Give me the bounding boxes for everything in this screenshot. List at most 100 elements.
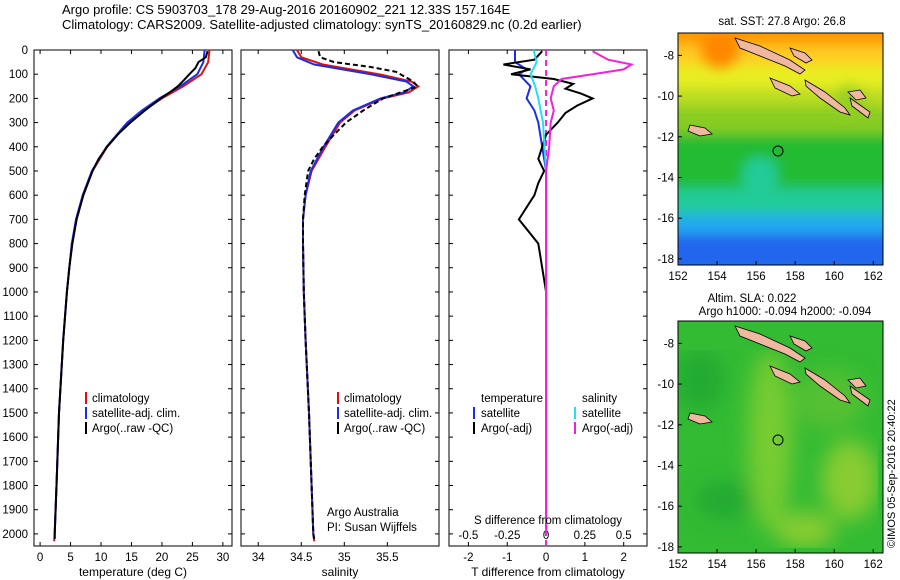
sla-map-frame (677, 320, 884, 554)
salinity-x-axis: 34 34.5 35 35.5 (252, 50, 399, 564)
s-tick-label: -0.5 (458, 530, 478, 542)
difference-panel-frame (448, 49, 648, 547)
series-line (53, 50, 209, 539)
title-line-1: Argo profile: CS 5903703_178 29-Aug-2016… (62, 2, 511, 17)
difference-legend-s-title: salinity (582, 393, 617, 405)
depth-tick-label: 1400 (2, 384, 28, 396)
x-tick-label: 35 (338, 552, 351, 564)
sst-argo-marker (772, 145, 784, 157)
depth-tick-label: 0 (22, 45, 28, 57)
depth-axis: 0 100 200 300 400 500 600 700 800 900 1000 1100 1200… (2, 45, 647, 541)
salinity-annotation-line-2: PI: Susan Wijffels (327, 522, 417, 534)
temperature-lines (53, 49, 211, 542)
difference-legend-s-argo: Argo(-adj) (582, 423, 633, 435)
x-tick-label: 25 (186, 552, 199, 564)
x-tick-label: -2 (463, 552, 473, 564)
salinity-legend-argo: Argo(..raw -QC) (344, 423, 425, 435)
sla-map-axes: 152 154 156 158 160 162 -8 -10 -12 -14 -16 -18 (657, 338, 882, 571)
depth-tick-label: 100 (9, 69, 28, 81)
temperature-legend: climatology satellite-adj. clim. Argo(..… (85, 392, 180, 435)
depth-tick-label: 2000 (2, 529, 28, 541)
map-x-tick-label: 154 (707, 271, 727, 283)
map-x-tick-label: 154 (707, 559, 727, 571)
map-y-tick-label: -18 (657, 542, 674, 554)
x-tick-label: 34 (252, 552, 265, 564)
s-tick-label: 0.25 (574, 530, 596, 542)
difference-lines (503, 49, 635, 534)
sla-map-title: Altim. SLA: 0.022 (708, 293, 797, 305)
series-line (545, 50, 635, 534)
temperature-panel-frame (33, 49, 233, 547)
difference-xlabel-top: S difference from climatology (474, 515, 622, 527)
map-y-tick-label: -14 (657, 460, 674, 472)
map-y-tick-label: -8 (664, 50, 674, 62)
x-tick-label: 34.5 (290, 552, 312, 564)
x-tick-label: 10 (95, 552, 108, 564)
map-x-tick-label: 162 (864, 271, 883, 283)
temperature-xlabel: temperature (deg C) (79, 565, 187, 579)
difference-legend: temperature satellite Argo(-adj) salinit… (473, 393, 633, 435)
depth-tick-label: 1000 (2, 287, 28, 299)
map-x-tick-label: 152 (668, 559, 687, 571)
temperature-x-axis: 0 5 10 15 20 25 30 (37, 50, 229, 564)
map-y-tick-label: -16 (657, 213, 674, 225)
depth-tick-label: 1600 (2, 432, 28, 444)
sla-argo-marker (772, 434, 784, 446)
depth-tick-label: 1300 (2, 360, 28, 372)
difference-legend-t-satellite: satellite (481, 408, 520, 420)
depth-tick-label: 1700 (2, 456, 28, 468)
sst-map (678, 33, 883, 265)
temperature-legend-satellite: satellite-adj. clim. (92, 408, 180, 420)
salinity-legend: climatology satellite-adj. clim. Argo(..… (337, 392, 432, 435)
depth-tick-label: 800 (9, 239, 28, 251)
series-line (302, 50, 420, 539)
x-tick-label: 20 (156, 552, 169, 564)
map-x-tick-label: 160 (825, 559, 844, 571)
map-x-tick-label: 156 (747, 271, 766, 283)
x-tick-label: 2 (621, 552, 627, 564)
difference-legend-s-satellite: satellite (582, 408, 621, 420)
depth-tick-label: 400 (9, 142, 28, 154)
sst-map-axes: 152 154 156 158 160 162 -8 -10 -12 -14 -16 -18 (657, 50, 882, 283)
map-y-tick-label: -10 (657, 379, 674, 391)
s-tick-label: -0.25 (494, 530, 520, 542)
map-x-tick-label: 156 (747, 559, 766, 571)
salinity-lines (291, 49, 421, 542)
difference-legend-t-title: temperature (481, 393, 543, 405)
sst-map-title: sat. SST: 27.8 Argo: 26.8 (718, 16, 845, 28)
depth-tick-label: 900 (9, 263, 28, 275)
map-x-tick-label: 158 (786, 559, 805, 571)
temperature-legend-argo: Argo(..raw -QC) (92, 423, 173, 435)
map-y-tick-label: -12 (657, 420, 674, 432)
x-tick-label: 15 (125, 552, 138, 564)
depth-tick-label: 1900 (2, 505, 28, 517)
difference-xlabel: T difference from climatology (471, 565, 625, 579)
salinity-annotation-line-1: Argo Australia (327, 507, 399, 519)
salinity-legend-satellite: satellite-adj. clim. (344, 408, 432, 420)
x-tick-label: 30 (216, 552, 229, 564)
s-tick-label: 0.5 (616, 530, 632, 542)
series-line (291, 49, 415, 539)
map-y-tick-label: -10 (657, 91, 674, 103)
depth-tick-label: 300 (9, 118, 28, 130)
map-y-tick-label: -12 (657, 132, 674, 144)
sla-map-subtitle: Argo h1000: -0.094 h2000: -0.094 (699, 306, 872, 318)
map-x-tick-label: 162 (864, 559, 883, 571)
depth-tick-label: 600 (9, 190, 28, 202)
map-y-tick-label: -14 (657, 172, 674, 184)
series-line (53, 49, 211, 542)
x-tick-label: -1 (502, 552, 512, 564)
imos-credit: ©IMOS 05-Sep-2016 20:40:22 (886, 399, 898, 548)
depth-tick-label: 1200 (2, 335, 28, 347)
map-x-tick-label: 152 (668, 271, 687, 283)
difference-legend-t-argo: Argo(-adj) (481, 423, 532, 435)
depth-tick-label: 700 (9, 214, 28, 226)
x-tick-label: 0 (37, 552, 43, 564)
salinity-legend-climatology: climatology (344, 393, 402, 405)
x-tick-label: 35.5 (376, 552, 398, 564)
temperature-legend-climatology: climatology (92, 393, 150, 405)
depth-tick-label: 1800 (2, 481, 28, 493)
sla-map (678, 321, 883, 553)
